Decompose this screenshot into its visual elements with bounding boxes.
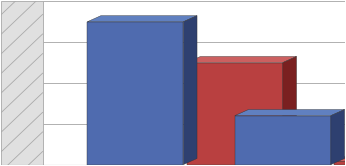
Polygon shape (283, 56, 297, 165)
Polygon shape (87, 22, 183, 165)
Polygon shape (235, 110, 345, 116)
Polygon shape (187, 56, 297, 63)
Polygon shape (334, 161, 346, 165)
Polygon shape (1, 1, 43, 165)
Polygon shape (87, 16, 197, 22)
Polygon shape (187, 63, 283, 165)
Polygon shape (235, 116, 331, 165)
Polygon shape (334, 155, 346, 161)
Polygon shape (183, 16, 197, 165)
Polygon shape (331, 110, 345, 165)
